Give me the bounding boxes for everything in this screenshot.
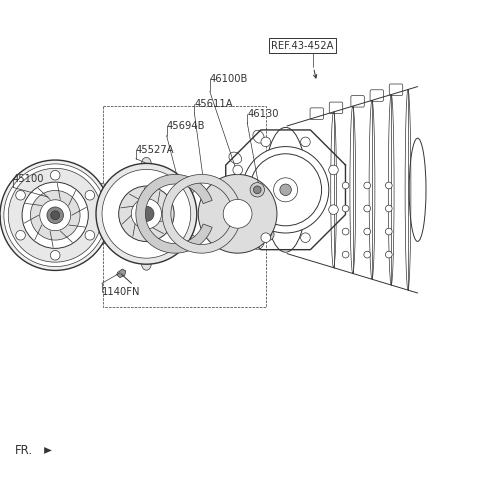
Circle shape xyxy=(342,228,349,235)
Circle shape xyxy=(40,200,71,231)
Circle shape xyxy=(364,182,371,189)
Circle shape xyxy=(8,169,102,262)
Circle shape xyxy=(4,164,107,267)
Circle shape xyxy=(16,191,25,200)
Text: 45694B: 45694B xyxy=(167,121,205,131)
Polygon shape xyxy=(162,174,241,253)
Circle shape xyxy=(342,251,349,258)
Circle shape xyxy=(364,251,371,258)
Circle shape xyxy=(364,228,371,235)
Text: 1140FN: 1140FN xyxy=(102,287,140,296)
Circle shape xyxy=(50,250,60,260)
Circle shape xyxy=(85,230,95,240)
Circle shape xyxy=(223,199,252,228)
Circle shape xyxy=(385,228,392,235)
Circle shape xyxy=(264,231,271,238)
Ellipse shape xyxy=(202,224,211,230)
Circle shape xyxy=(342,205,349,212)
Circle shape xyxy=(329,205,338,215)
Text: 46100B: 46100B xyxy=(210,74,248,84)
Circle shape xyxy=(102,170,191,258)
Text: 45611A: 45611A xyxy=(194,99,233,109)
Circle shape xyxy=(329,165,338,175)
Circle shape xyxy=(274,178,298,202)
Ellipse shape xyxy=(97,183,108,194)
Circle shape xyxy=(253,186,261,194)
Circle shape xyxy=(385,251,392,258)
Circle shape xyxy=(16,230,25,240)
Circle shape xyxy=(139,206,154,221)
Text: 46130: 46130 xyxy=(247,109,279,119)
Circle shape xyxy=(342,182,349,189)
Circle shape xyxy=(242,147,329,233)
Ellipse shape xyxy=(142,258,151,270)
Circle shape xyxy=(131,198,161,229)
Circle shape xyxy=(96,163,197,264)
Circle shape xyxy=(85,191,95,200)
Circle shape xyxy=(30,191,80,240)
Ellipse shape xyxy=(184,183,196,194)
Polygon shape xyxy=(44,447,52,454)
Circle shape xyxy=(364,205,371,212)
Circle shape xyxy=(198,174,277,253)
Circle shape xyxy=(47,207,63,223)
Circle shape xyxy=(300,233,310,243)
Circle shape xyxy=(261,233,271,243)
Text: 45100: 45100 xyxy=(13,174,45,184)
Circle shape xyxy=(233,205,242,215)
Circle shape xyxy=(262,228,274,241)
Ellipse shape xyxy=(184,234,196,244)
Circle shape xyxy=(250,154,322,226)
Circle shape xyxy=(51,211,60,220)
Ellipse shape xyxy=(142,157,151,170)
Circle shape xyxy=(385,182,392,189)
Circle shape xyxy=(385,205,392,212)
Circle shape xyxy=(280,184,291,196)
Text: FR.: FR. xyxy=(15,444,34,457)
Circle shape xyxy=(300,137,310,147)
Circle shape xyxy=(250,183,264,197)
Circle shape xyxy=(0,160,110,270)
Circle shape xyxy=(50,171,60,180)
Circle shape xyxy=(22,182,88,248)
Circle shape xyxy=(119,186,174,242)
Ellipse shape xyxy=(97,234,108,244)
Circle shape xyxy=(233,165,242,175)
Text: REF.43-452A: REF.43-452A xyxy=(271,41,334,51)
Circle shape xyxy=(261,137,271,147)
Ellipse shape xyxy=(214,197,222,203)
Text: 45527A: 45527A xyxy=(136,145,174,155)
Polygon shape xyxy=(117,269,126,278)
Polygon shape xyxy=(136,174,212,253)
